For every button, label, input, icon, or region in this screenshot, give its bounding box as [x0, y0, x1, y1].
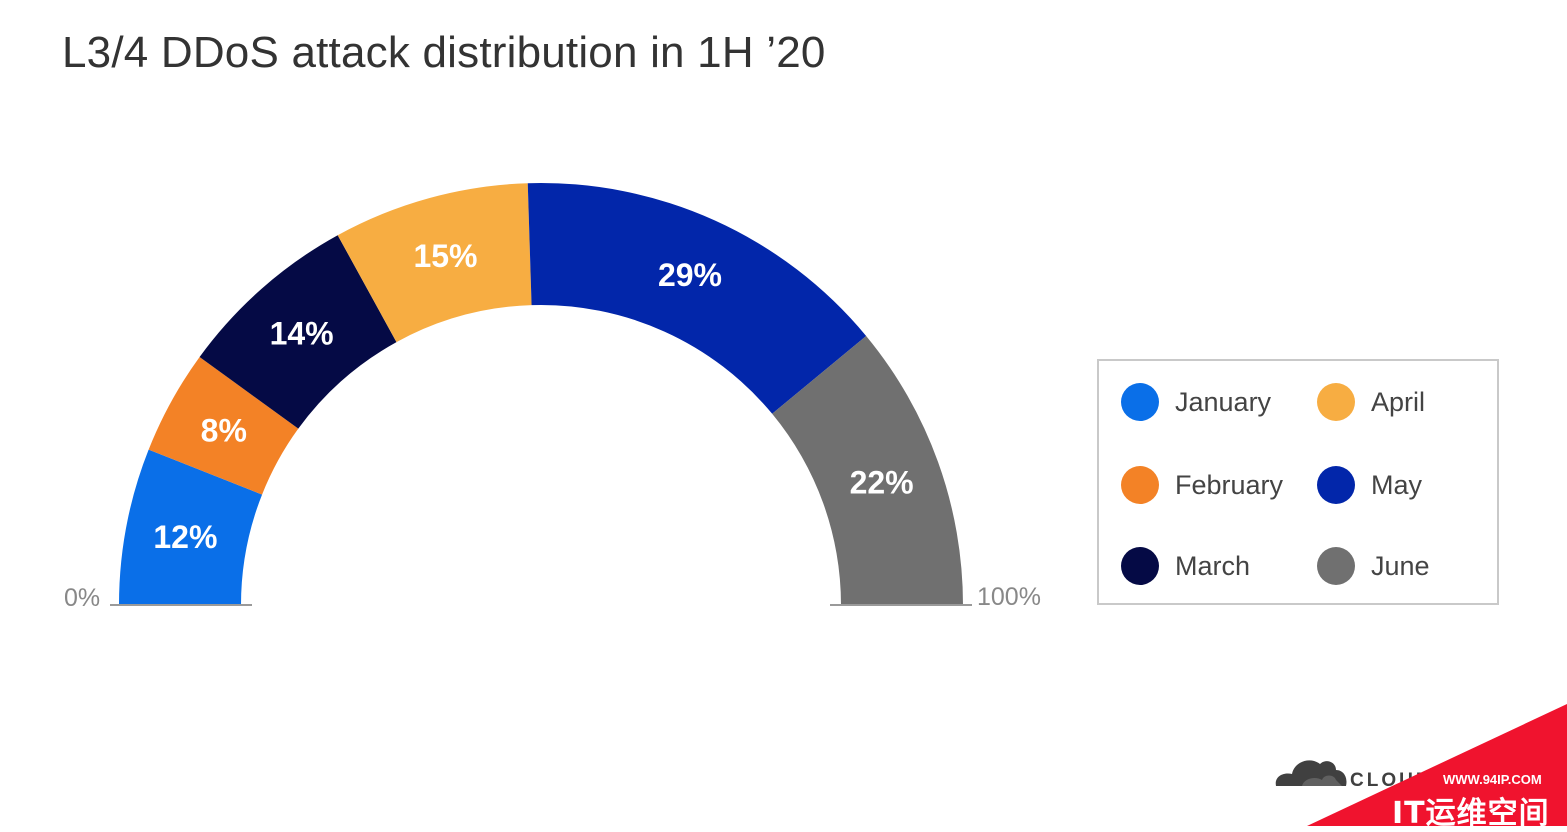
arc-segment-may [527, 183, 867, 414]
watermark-ribbon-shape [1307, 704, 1567, 826]
legend-item-june: June [1317, 547, 1430, 585]
watermark-url: WWW.94IP.COM [1443, 772, 1542, 787]
legend-swatch [1317, 466, 1355, 504]
legend-label: May [1371, 469, 1423, 500]
legend: January April February May March June [1097, 359, 1499, 605]
watermark-text: IT运维空间 [1392, 796, 1550, 831]
legend-swatch [1317, 383, 1355, 421]
range-end-label: 100% [977, 583, 1041, 611]
arc-segment-june [772, 336, 963, 605]
legend-swatch [1121, 383, 1159, 421]
legend-item-february: February [1121, 466, 1283, 504]
chart-title: L3/4 DDoS attack distribution in 1H ’20 [62, 28, 826, 77]
legend-item-may: May [1317, 466, 1422, 504]
legend-item-march: March [1121, 547, 1250, 585]
arc-segment-january [119, 449, 263, 605]
legend-swatch [1317, 547, 1355, 585]
range-start-label: 0% [64, 584, 100, 612]
arc-segment-march [199, 235, 397, 429]
legend-label: June [1371, 550, 1430, 581]
value-label-february: 8% [201, 413, 247, 449]
legend-label: January [1175, 386, 1272, 417]
cloudflare-logo [1275, 760, 1347, 786]
legend-label: March [1175, 550, 1251, 581]
value-label-may: 29% [658, 257, 722, 293]
value-label-march: 14% [270, 315, 334, 351]
chart-value-labels: 12% 8% 14% 15% 29% 22% [153, 238, 913, 555]
arc-segment-april [337, 183, 532, 343]
arc-segment-february [148, 356, 299, 495]
chart-arcs [119, 183, 963, 605]
legend-item-january: January [1121, 383, 1271, 421]
legend-swatch [1121, 466, 1159, 504]
legend-swatch [1121, 547, 1159, 585]
legend-label: April [1371, 386, 1426, 417]
value-label-january: 12% [153, 519, 217, 555]
legend-item-april: April [1317, 383, 1425, 421]
cloud-icon-highlight [1302, 775, 1342, 786]
watermark-ribbon [1307, 704, 1567, 826]
value-label-april: 15% [413, 238, 477, 274]
legend-label: February [1175, 469, 1284, 500]
value-label-june: 22% [850, 464, 914, 500]
